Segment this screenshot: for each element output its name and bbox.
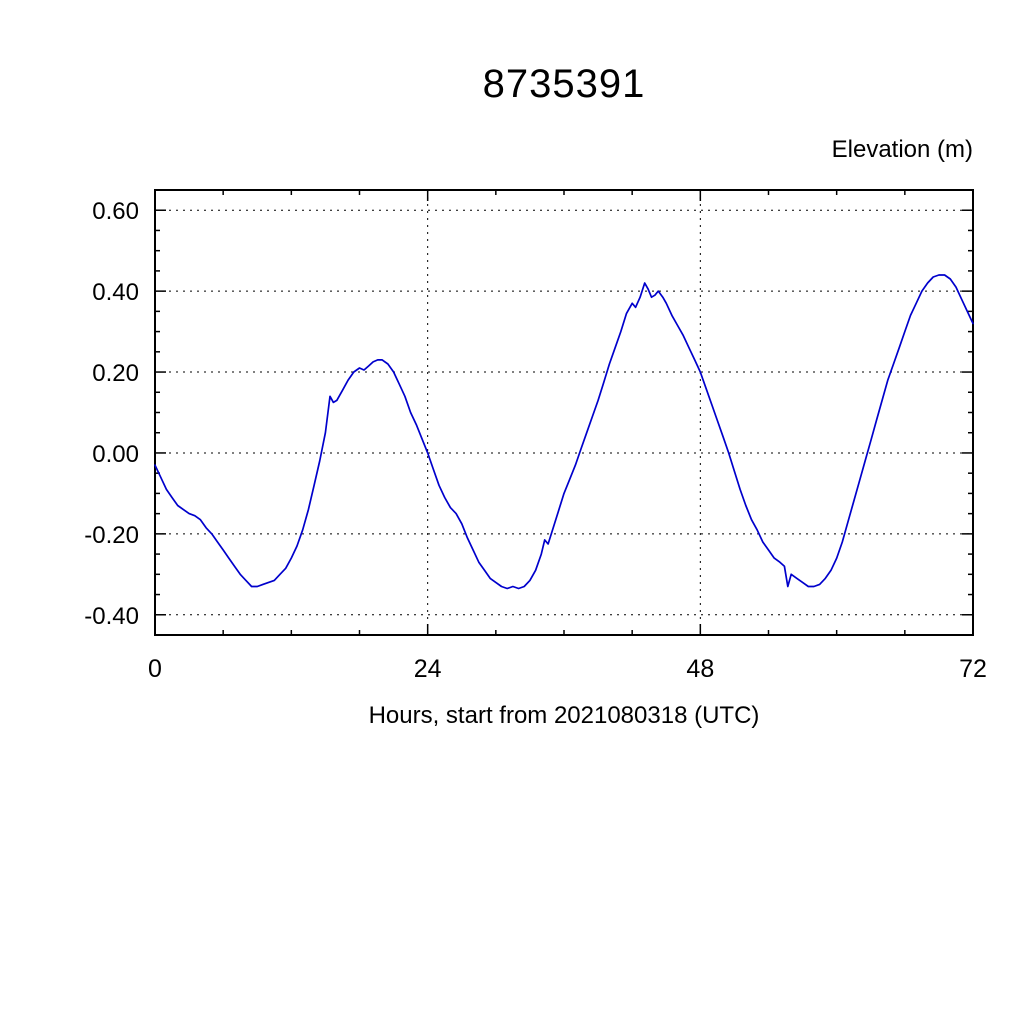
y-tick-label: 0.40 <box>92 279 139 306</box>
chart-title: 8735391 <box>482 62 646 106</box>
x-axis-title: Hours, start from 2021080318 (UTC) <box>368 702 760 729</box>
x-tick-label: 72 <box>959 655 987 683</box>
elevation-line <box>154 274 974 590</box>
x-tick-label: 48 <box>686 655 714 683</box>
y-tick-label: -0.40 <box>84 603 139 630</box>
y-axis-title: Elevation (m) <box>831 136 973 163</box>
y-tick-label: 0.00 <box>92 441 139 468</box>
y-tick-label: 0.20 <box>92 360 139 387</box>
x-tick-label: 0 <box>148 655 162 683</box>
x-tick-label: 24 <box>414 655 442 683</box>
y-tick-label: -0.20 <box>84 522 139 549</box>
y-tick-label: 0.60 <box>92 198 139 225</box>
